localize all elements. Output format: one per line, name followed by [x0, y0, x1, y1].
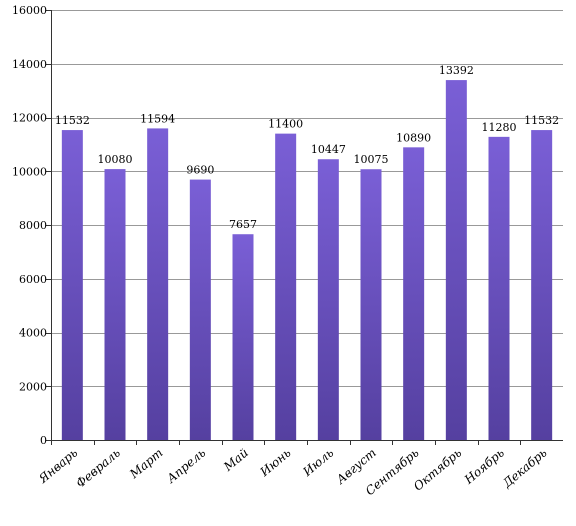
data-label: 11532 — [524, 114, 559, 127]
data-label: 10890 — [396, 131, 431, 144]
data-label: 10075 — [354, 153, 389, 166]
bar-12 — [531, 130, 553, 440]
data-label: 13392 — [439, 64, 474, 77]
bar-5 — [232, 234, 254, 440]
bar-11 — [488, 136, 510, 440]
y-tick-label: 10000 — [12, 165, 47, 178]
gridlines — [51, 10, 563, 387]
y-tick-label: 8000 — [19, 219, 47, 232]
bar-9 — [403, 147, 425, 441]
bar-4 — [189, 179, 211, 441]
data-label: 11400 — [268, 118, 303, 131]
x-category-label: Март — [126, 446, 165, 482]
bar-2 — [104, 169, 126, 440]
y-tick-label: 0 — [40, 434, 47, 447]
y-tick-label: 2000 — [19, 380, 47, 393]
bar-3 — [147, 128, 169, 440]
bar-8 — [360, 169, 382, 440]
data-label: 11594 — [140, 112, 175, 125]
data-label: 10447 — [311, 143, 346, 156]
y-tick-label: 14000 — [12, 58, 47, 71]
axes — [46, 10, 563, 445]
x-category-label: Июль — [300, 446, 337, 480]
data-label: 11280 — [482, 121, 517, 134]
bar-1 — [61, 130, 83, 440]
x-category-label: Декабрь — [499, 446, 549, 491]
x-category-label: Октябрь — [411, 446, 464, 494]
x-category-label: Июнь — [257, 446, 294, 480]
data-label: 10080 — [98, 153, 133, 166]
y-tick-label: 12000 — [12, 112, 47, 125]
data-label: 7657 — [229, 218, 257, 231]
bar-6 — [275, 133, 297, 440]
bars — [61, 80, 553, 441]
x-category-label: Апрель — [163, 446, 208, 487]
y-tick-label: 4000 — [19, 327, 47, 340]
y-tick-label: 16000 — [12, 4, 47, 17]
data-label: 9690 — [186, 164, 214, 177]
bar-10 — [445, 80, 467, 440]
x-category-label: Ноябрь — [461, 446, 507, 488]
x-category-label: Май — [220, 446, 251, 475]
y-tick-label: 6000 — [19, 273, 47, 286]
x-category-label: Февраль — [73, 446, 123, 491]
data-label: 11532 — [55, 114, 90, 127]
bar-7 — [317, 159, 339, 440]
